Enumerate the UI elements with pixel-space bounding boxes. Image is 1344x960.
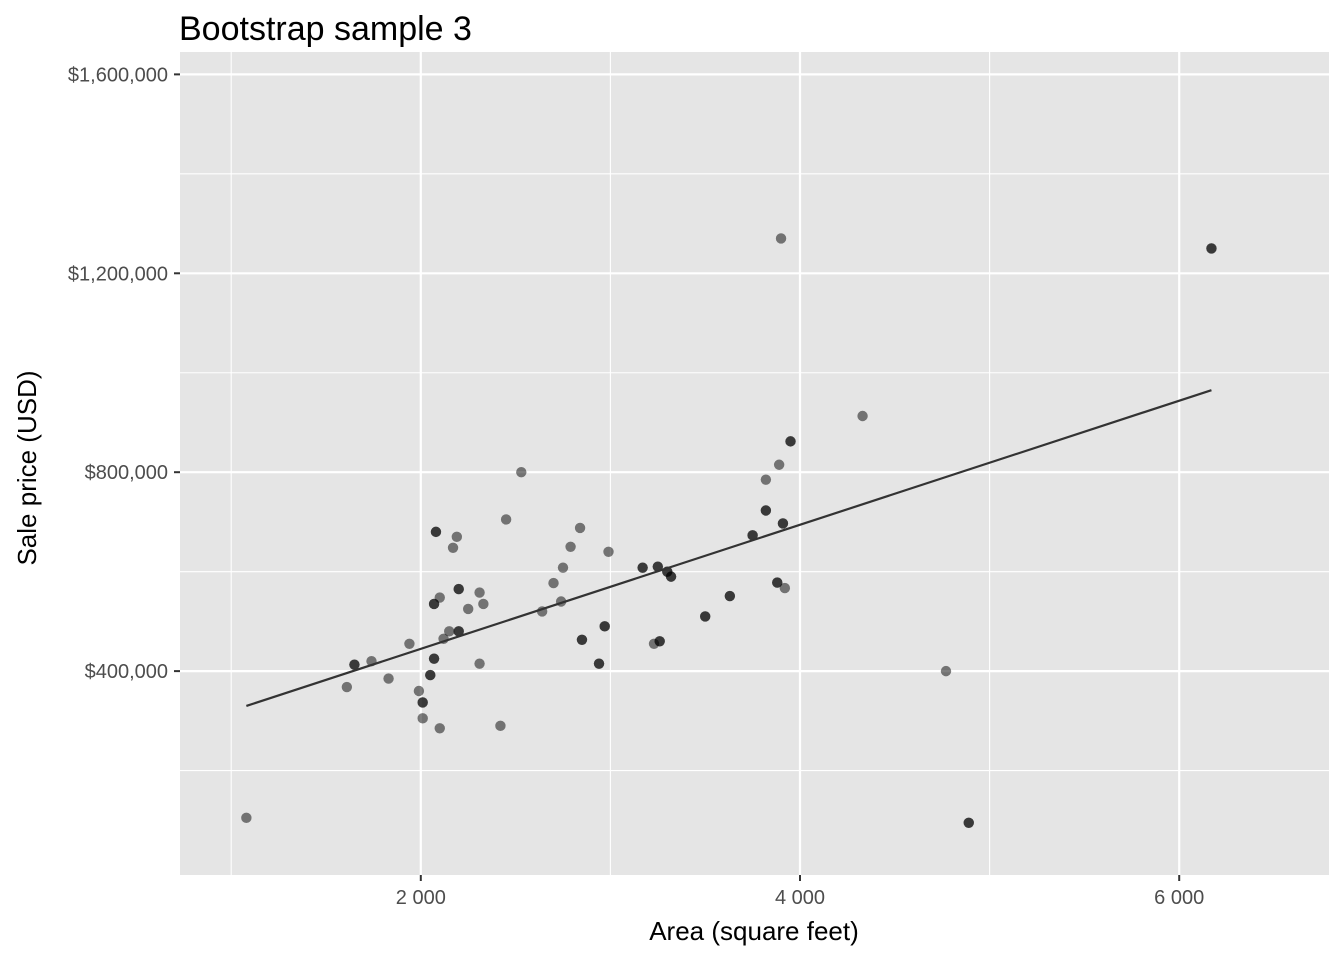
data-point: [760, 505, 772, 516]
data-point: [654, 636, 665, 647]
plot-panel: [180, 52, 1329, 875]
data-point: [241, 812, 252, 824]
data-point: [428, 653, 440, 664]
data-point: [349, 659, 360, 670]
data-point: [417, 697, 428, 708]
data-point: [603, 546, 614, 557]
data-point: [451, 531, 463, 543]
x-axis-title: Area (square feet): [649, 916, 859, 946]
regression-line-layer: [246, 389, 1212, 707]
x-tick-label: 6 000: [1154, 887, 1204, 909]
data-point: [383, 673, 394, 684]
data-point: [474, 658, 485, 669]
data-point: [747, 530, 758, 541]
data-point: [495, 720, 506, 732]
data-point: [430, 526, 442, 538]
data-point: [779, 582, 791, 594]
y-tick-label: $1,200,000: [68, 263, 168, 285]
data-point: [599, 621, 610, 632]
data-point: [576, 634, 588, 645]
data-point: [574, 522, 586, 534]
regression-line: [246, 389, 1212, 707]
data-point: [417, 713, 428, 724]
x-axis: 2 000 4 000 6 000: [396, 875, 1204, 909]
data-point: [453, 626, 464, 637]
data-point: [1206, 243, 1217, 254]
data-point: [857, 410, 868, 422]
data-point: [341, 681, 353, 693]
data-point: [665, 571, 677, 582]
data-point: [772, 577, 783, 588]
data-points: [241, 233, 1217, 828]
data-point: [637, 562, 648, 573]
x-tick-label: 2 000: [396, 887, 446, 909]
data-point: [500, 514, 512, 525]
data-point: [724, 590, 736, 602]
data-point: [775, 233, 787, 244]
data-point: [444, 626, 455, 637]
data-point: [413, 685, 425, 697]
data-point: [652, 561, 664, 572]
data-point: [447, 542, 459, 553]
data-point: [760, 474, 772, 485]
y-tick-label: $400,000: [85, 661, 168, 683]
chart-title: Bootstrap sample 3: [179, 10, 472, 48]
data-point: [453, 583, 464, 595]
data-point: [785, 436, 796, 447]
data-point: [474, 587, 485, 598]
x-tick-label: 4 000: [775, 887, 825, 909]
data-point: [593, 658, 605, 669]
data-point: [777, 518, 789, 529]
y-axis-title: Sale price (USD): [12, 370, 42, 565]
data-point: [462, 603, 474, 615]
data-point: [773, 459, 785, 470]
y-tick-label: $1,600,000: [68, 64, 168, 86]
minor-gridlines: [180, 52, 1329, 875]
data-point: [557, 562, 569, 573]
y-axis: $400,000 $800,000 $1,200,000 $1,600,000: [68, 64, 180, 683]
data-point: [434, 592, 445, 603]
data-point: [940, 665, 952, 677]
data-point: [548, 577, 559, 589]
data-point: [404, 638, 415, 649]
data-point: [434, 723, 445, 734]
data-point: [516, 467, 527, 478]
major-gridlines: [180, 52, 1329, 875]
data-point: [425, 669, 436, 681]
data-point: [478, 598, 489, 610]
data-point: [565, 541, 576, 552]
y-tick-label: $800,000: [85, 462, 168, 484]
data-point: [963, 817, 974, 828]
data-point: [700, 611, 711, 622]
